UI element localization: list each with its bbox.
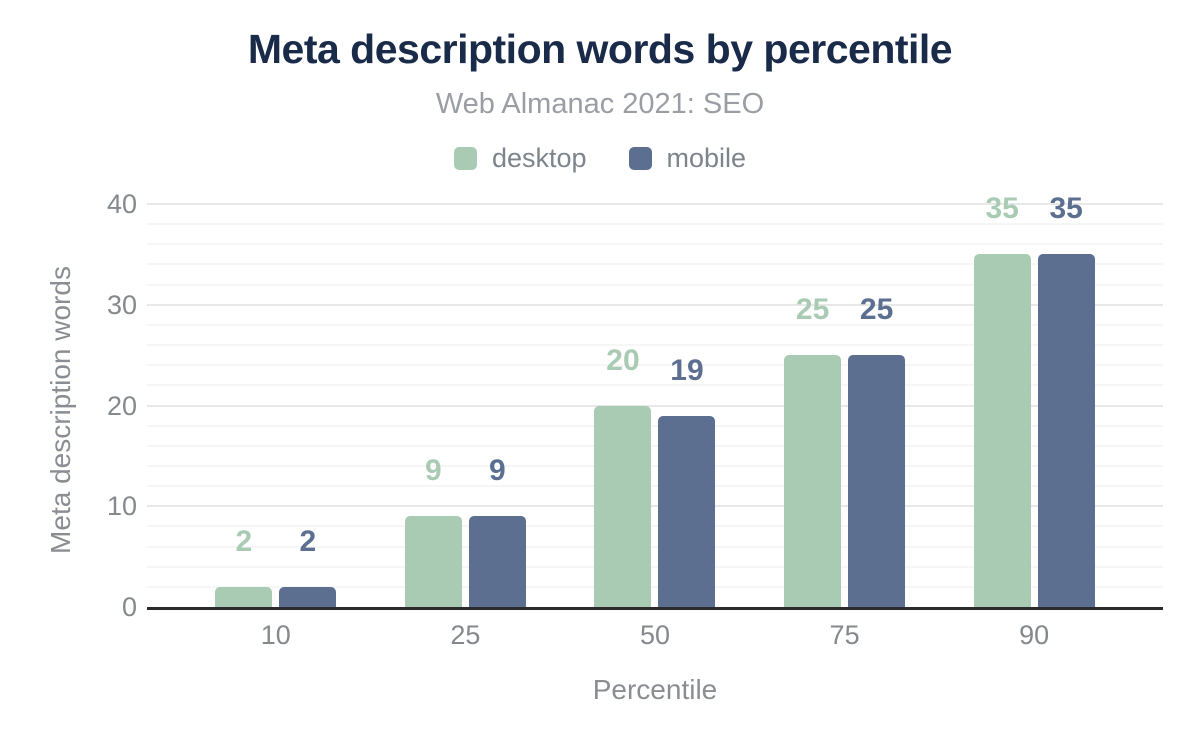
- minor-gridline: [147, 485, 1163, 488]
- x-axis-title: Percentile: [592, 674, 718, 705]
- minor-gridline: [147, 565, 1163, 568]
- y-tick-label: 0: [121, 592, 137, 622]
- mobile-bar: 9: [468, 456, 526, 607]
- mobile-bar-value-label: 25: [859, 293, 894, 327]
- mobile-bar: 19: [658, 355, 716, 607]
- bar-group-p25: 9 9 25: [371, 204, 561, 649]
- plot-area: 2 2 10 9 9 25 20 19 50 25 25 75 35 35 90: [147, 194, 1163, 649]
- minor-gridline: [147, 344, 1163, 347]
- x-tick-label: 90: [1019, 620, 1050, 650]
- x-tick-label: 25: [450, 620, 481, 650]
- bar-group-p90: 35 35 90: [939, 194, 1129, 649]
- chart-title: Meta description words by percentile: [247, 26, 953, 72]
- minor-gridline: [147, 464, 1163, 467]
- mobile-bar: 2: [279, 526, 337, 607]
- desktop-bar-value-label: 20: [606, 343, 640, 377]
- minor-gridline: [147, 444, 1163, 447]
- x-tick-label: 10: [260, 620, 291, 650]
- minor-gridline: [147, 223, 1163, 226]
- desktop-bar-value-label: 9: [425, 454, 442, 488]
- major-gridline: [147, 505, 1163, 508]
- legend: desktop mobile: [0, 143, 1200, 174]
- mobile-bar-value-label: 9: [489, 454, 506, 488]
- legend-item-mobile: mobile: [628, 143, 747, 174]
- minor-gridline: [147, 243, 1163, 246]
- minor-gridline: [147, 323, 1163, 326]
- y-tick-label: 40: [106, 189, 137, 219]
- bar-group-p75: 25 25 75: [750, 204, 940, 649]
- y-tick-label: 30: [106, 289, 137, 320]
- desktop-bar: 2: [215, 526, 273, 607]
- major-gridline: [147, 203, 1163, 205]
- minor-gridline: [147, 283, 1163, 286]
- mobile-bar: 35: [1037, 194, 1095, 607]
- desktop-bar: 25: [784, 295, 842, 607]
- desktop-bar-value-label: 2: [235, 524, 253, 558]
- desktop-bar-value-label: 25: [795, 293, 830, 327]
- minor-gridline: [147, 525, 1163, 528]
- bar-group-p10: 2 2 10: [181, 204, 371, 649]
- desktop-bar: 9: [404, 456, 462, 607]
- legend-label: desktop: [491, 143, 587, 173]
- minor-gridline: [147, 585, 1163, 588]
- mobile-bar: 25: [848, 295, 906, 607]
- x-tick-label: 50: [639, 620, 671, 650]
- legend-label: mobile: [666, 143, 747, 173]
- desktop-bar-value-label: 35: [985, 192, 1019, 226]
- minor-gridline: [147, 424, 1163, 427]
- major-gridline: [147, 404, 1163, 407]
- minor-gridline: [147, 384, 1163, 387]
- minor-gridline: [147, 364, 1163, 367]
- bar-group-p50: 20 19 50: [560, 204, 750, 649]
- mobile-bar-value-label: 2: [299, 524, 317, 558]
- y-tick-label: 20: [106, 390, 137, 421]
- major-gridline: [147, 303, 1163, 306]
- x-tick-label: 75: [829, 620, 860, 650]
- legend-swatch-desktop: [453, 147, 477, 170]
- y-tick-label: 10: [106, 491, 137, 522]
- legend-item-desktop: desktop: [453, 143, 587, 174]
- desktop-bar: 20: [594, 345, 652, 607]
- mobile-bar-value-label: 35: [1049, 192, 1083, 226]
- minor-gridline: [147, 263, 1163, 266]
- minor-gridline: [147, 545, 1163, 548]
- desktop-bar: 35: [973, 194, 1031, 607]
- bars-row: 2 2 10 9 9 25 20 19 50 25 25 75 35 35 90: [181, 194, 1129, 649]
- legend-swatch-mobile: [628, 147, 652, 170]
- chart-subtitle: Web Almanac 2021: SEO: [435, 88, 765, 120]
- mobile-bar-value-label: 19: [670, 353, 704, 387]
